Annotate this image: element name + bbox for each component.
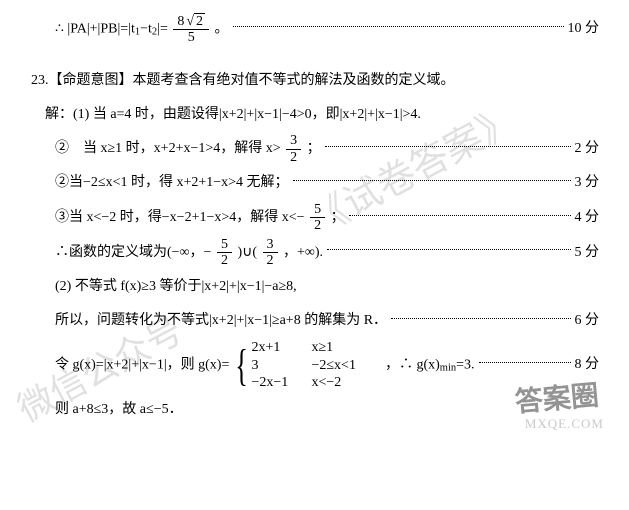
points-label: 3 分	[575, 168, 600, 199]
num: 3	[286, 133, 301, 149]
left-brace: {	[235, 344, 248, 388]
leader-dots	[327, 249, 570, 250]
q23-intent: 本题考查含有绝对值不等式的解法及函数的定义域。	[133, 73, 455, 88]
num-a: 8	[177, 14, 184, 29]
points-label: 4 分	[575, 203, 600, 234]
final-row: 则 a+8≤3，故 a≤−5．	[55, 395, 599, 426]
num: 3	[263, 237, 278, 253]
domain-after: ，+∞).	[283, 245, 323, 260]
sol1-text: 解：(1) 当 a=4 时，由题设得|x+2|+|x−1|−4>0，即|x+2|…	[45, 100, 421, 131]
den: 5	[173, 30, 209, 45]
txt: |=	[157, 22, 168, 37]
case2-row: ②当−2≤x<1 时，得 x+2+1−x>4 无解； 3 分	[55, 168, 599, 199]
case-expr: 3	[251, 357, 311, 375]
points-label: 2 分	[575, 134, 600, 165]
txt: −t	[140, 22, 152, 37]
num: 5	[310, 202, 325, 218]
case-expr: −2x−1	[251, 374, 311, 392]
part2a-row: (2) 不等式 f(x)≥3 等价于|x+2|+|x−1|−a≥8,	[55, 272, 599, 303]
radicand: 2	[194, 13, 205, 29]
case2-text: ②当−2≤x<1 时，得 x+2+1−x>4 无解；	[55, 168, 289, 199]
case3-row: ③当 x<−2 时，得−x−2+1−x>4，解得 x<− 5 2 ； 4 分	[55, 202, 599, 234]
case-cond: x<−2	[311, 374, 381, 392]
domain-row: ∴函数的定义域为(−∞，− 5 2 )∪( 3 2 ，+∞). 5 分	[55, 237, 599, 269]
leader-dots	[349, 215, 571, 216]
leader-dots	[391, 318, 570, 319]
sub-min: min	[440, 363, 456, 374]
text-pa-pb: ∴ |PA|+|PB|=|t1−t2|= 82 5 。	[55, 13, 229, 46]
points-label: 10 分	[568, 14, 600, 45]
case3-text: ③当 x<−2 时，得−x−2+1−x>4，解得 x<−	[55, 210, 305, 225]
q23-label: 23.【命题意图】	[31, 73, 133, 88]
fraction: 82 5	[173, 13, 209, 46]
final-text: 则 a+8≤3，故 a≤−5．	[55, 395, 183, 426]
den: 2	[286, 150, 301, 165]
den: 2	[263, 253, 278, 268]
fraction: 5 2	[217, 237, 232, 269]
leader-dots	[479, 362, 571, 363]
domain-pre: ∴函数的定义域为(−∞，−	[55, 245, 211, 260]
points-label: 5 分	[575, 238, 600, 269]
q23-intent-row: 23.【命题意图】本题考查含有绝对值不等式的解法及函数的定义域。	[31, 66, 599, 97]
piecewise-cases: 2x+1x≥1 3−2≤x<1 −2x−1x<−2	[251, 339, 381, 392]
leader-dots	[325, 146, 571, 147]
part2b-row: 所以，问题转化为不等式|x+2|+|x−1|≥a+8 的解集为 R． 6 分	[55, 306, 599, 337]
case-cond: x≥1	[311, 339, 381, 357]
gdef-tail-b: =3.	[456, 358, 474, 373]
txt: ；	[331, 210, 345, 225]
gdef-tail-a: ，∴ g(x)	[385, 358, 440, 373]
fraction: 3 2	[286, 133, 301, 165]
line-pa-pb: ∴ |PA|+|PB|=|t1−t2|= 82 5 。 10 分	[55, 13, 599, 46]
leader-dots	[233, 26, 564, 27]
domain-mid: )∪(	[237, 245, 257, 260]
den: 2	[217, 253, 232, 268]
points-label: 6 分	[575, 306, 600, 337]
case1-text: ② 当 x≥1 时，x+2+x−1>4，解得 x>	[55, 141, 281, 156]
case1-row: ② 当 x≥1 时，x+2+x−1>4，解得 x> 3 2 ； 2 分	[55, 133, 599, 165]
fraction: 3 2	[263, 237, 278, 269]
fraction: 5 2	[310, 202, 325, 234]
case-expr: 2x+1	[251, 339, 311, 357]
gdef-row: 令 g(x)=|x+2|+|x−1|，则 g(x)= { 2x+1x≥1 3−2…	[55, 339, 599, 392]
gdef-pre: 令 g(x)=|x+2|+|x−1|，则 g(x)=	[55, 358, 229, 373]
num: 5	[217, 237, 232, 253]
part2a-text: (2) 不等式 f(x)≥3 等价于|x+2|+|x−1|−a≥8,	[55, 272, 297, 303]
txt: ∴ |PA|+|PB|=|t	[55, 22, 135, 37]
points-label: 8 分	[575, 350, 600, 381]
case-cond: −2≤x<1	[311, 357, 381, 375]
sol1-row: 解：(1) 当 a=4 时，由题设得|x+2|+|x−1|−4>0，即|x+2|…	[45, 100, 599, 131]
leader-dots	[293, 180, 571, 181]
exam-solution-page: 《试卷答案》 微信公众号 答案圈 MXQE.COM ∴ |PA|+|PB|=|t…	[0, 0, 629, 449]
den: 2	[310, 218, 325, 233]
part2b-text: 所以，问题转化为不等式|x+2|+|x−1|≥a+8 的解集为 R．	[55, 306, 387, 337]
txt: 。	[215, 22, 229, 37]
txt: ；	[307, 141, 321, 156]
